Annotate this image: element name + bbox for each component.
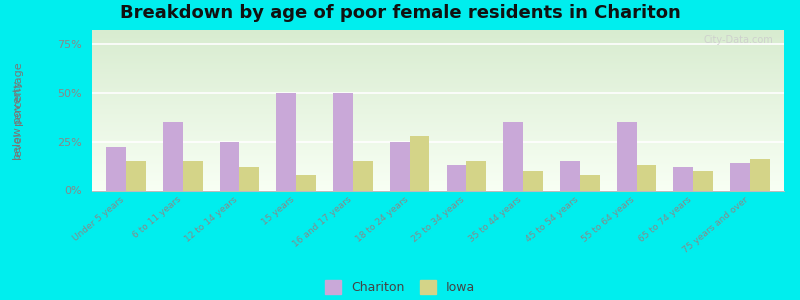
Text: City-Data.com: City-Data.com bbox=[704, 35, 774, 45]
Bar bbox=[750, 159, 770, 190]
Text: 16 and 17 years: 16 and 17 years bbox=[291, 195, 353, 249]
Legend: Chariton, Iowa: Chariton, Iowa bbox=[322, 278, 478, 297]
Text: level: level bbox=[13, 132, 22, 159]
Bar bbox=[296, 175, 316, 190]
Bar bbox=[560, 161, 580, 190]
Bar bbox=[466, 161, 486, 190]
Text: 15 years: 15 years bbox=[260, 195, 296, 227]
Text: Under 5 years: Under 5 years bbox=[71, 195, 126, 243]
Text: 12 to 14 years: 12 to 14 years bbox=[184, 195, 239, 244]
Text: below poverty: below poverty bbox=[13, 80, 22, 160]
Bar bbox=[239, 167, 259, 190]
Bar bbox=[617, 122, 637, 190]
Text: 45 to 54 years: 45 to 54 years bbox=[524, 195, 580, 244]
Bar bbox=[674, 167, 694, 190]
Bar bbox=[730, 163, 750, 190]
Bar bbox=[220, 142, 239, 190]
Bar bbox=[333, 93, 353, 190]
Text: 55 to 64 years: 55 to 64 years bbox=[581, 195, 637, 244]
Bar bbox=[523, 171, 543, 190]
Text: 75 years and over: 75 years and over bbox=[681, 195, 750, 255]
Text: 65 to 74 years: 65 to 74 years bbox=[638, 195, 694, 244]
Bar bbox=[276, 93, 296, 190]
Bar bbox=[694, 171, 713, 190]
Text: Breakdown by age of poor female residents in Chariton: Breakdown by age of poor female resident… bbox=[120, 4, 680, 22]
Text: 25 to 34 years: 25 to 34 years bbox=[410, 195, 466, 244]
Text: 35 to 44 years: 35 to 44 years bbox=[467, 195, 523, 244]
Bar bbox=[163, 122, 182, 190]
Bar bbox=[390, 142, 410, 190]
Bar bbox=[637, 165, 656, 190]
Bar bbox=[182, 161, 202, 190]
Bar bbox=[126, 161, 146, 190]
Bar bbox=[410, 136, 430, 190]
Bar bbox=[503, 122, 523, 190]
Bar bbox=[580, 175, 600, 190]
Text: 6 to 11 years: 6 to 11 years bbox=[131, 195, 182, 240]
Bar bbox=[106, 147, 126, 190]
Bar bbox=[353, 161, 373, 190]
Bar bbox=[446, 165, 466, 190]
Text: 18 to 24 years: 18 to 24 years bbox=[354, 195, 410, 244]
Text: percentage: percentage bbox=[13, 61, 22, 125]
